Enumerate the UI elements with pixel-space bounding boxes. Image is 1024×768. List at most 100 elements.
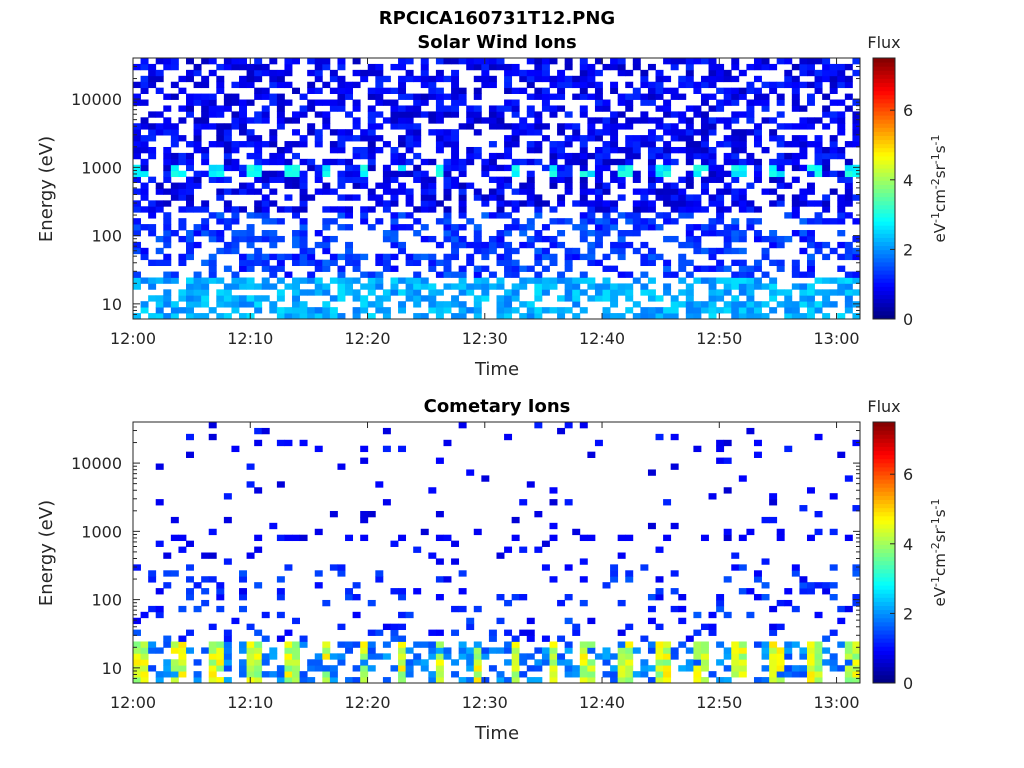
heatmap-cell [844,176,853,183]
heatmap-cell [526,265,535,272]
heatmap-cell [345,677,354,684]
heatmap-cell [398,677,407,684]
heatmap-cell [307,277,316,284]
heatmap-cell [473,653,482,660]
heatmap-cell [155,206,164,213]
heatmap-cell [398,123,407,130]
heatmap-cell [496,594,505,601]
heatmap-cell [534,111,543,118]
heatmap-cell [398,170,407,178]
heatmap-cell [473,271,482,278]
heatmap-cell [178,259,187,267]
heatmap-cell [428,647,437,654]
heatmap-cell [155,313,164,320]
heatmap-cell [557,599,566,607]
heatmap-cell [587,277,596,284]
heatmap-cell [663,659,672,666]
heatmap-cell [655,117,664,124]
heatmap-cell [299,230,308,237]
heatmap-cell [625,307,634,314]
heatmap-cell [640,313,649,320]
heatmap-cell [511,259,520,267]
heatmap-cell [564,164,573,172]
heatmap-cell [186,152,194,160]
heatmap-cell [443,235,452,243]
heatmap-cell [140,135,149,142]
colorbar-segment [873,217,895,222]
heatmap-cell [602,224,611,231]
heatmap-cell [307,87,316,94]
heatmap-cell [670,63,679,71]
heatmap-cell [844,283,853,290]
heatmap-cell [564,594,573,601]
heatmap-cell [769,87,778,94]
heatmap-cell [186,647,194,654]
heatmap-cell [564,617,573,625]
heatmap-cell [504,69,513,77]
heatmap-cell [496,301,505,308]
heatmap-cell [738,247,747,255]
heatmap-cell [640,188,649,195]
heatmap-cell [632,301,641,308]
heatmap-cell [738,87,747,94]
heatmap-cell [753,230,762,237]
heatmap-cell [223,93,232,100]
heatmap-cell [799,653,808,660]
heatmap-cell [170,307,179,314]
heatmap-cell [473,129,482,136]
heatmap-cell [163,152,172,160]
heatmap-cell [693,141,702,148]
heatmap-cell [610,135,619,142]
heatmap-cell [322,307,331,314]
heatmap-cell [799,576,808,583]
heatmap-cell [148,63,157,71]
heatmap-cell [769,671,778,678]
heatmap-cell [193,93,202,100]
heatmap-cell [488,665,497,672]
colorbar-segment [873,629,895,635]
heatmap-cell [261,295,270,302]
colorbar-tick-label: 4 [903,535,913,554]
heatmap-cell [776,141,785,148]
heatmap-cell [223,659,232,666]
heatmap-cell [148,206,157,213]
heatmap-cell [594,283,603,290]
heatmap-cell [647,117,656,124]
heatmap-cell [602,295,611,302]
heatmap-cell [738,671,747,678]
heatmap-cell [769,200,778,207]
heatmap-cell [670,301,679,308]
heatmap-cell [572,93,581,100]
heatmap-cell [572,224,581,231]
heatmap-cell [276,99,285,106]
heatmap-cell [579,271,588,278]
heatmap-cell [133,241,141,249]
x-tick-label: 12:50 [696,329,742,348]
heatmap-cell [700,647,709,654]
heatmap-cell [731,235,740,243]
heatmap-cell [685,659,694,666]
heatmap-cell [345,129,354,136]
heatmap-cell [670,647,679,654]
heatmap-cell [723,439,732,447]
heatmap-cell [806,582,815,589]
heatmap-cell [443,182,452,189]
heatmap-cell [458,123,467,130]
heatmap-cell [443,111,452,118]
heatmap-cell [413,111,422,118]
heatmap-cell [466,63,475,71]
heatmap-cell [178,224,187,231]
heatmap-cell [292,671,300,678]
heatmap-cell [458,194,467,201]
heatmap-cell [753,259,762,267]
heatmap-cell [716,605,725,613]
heatmap-cell [663,188,672,195]
heatmap-cell [564,289,573,296]
heatmap-cell [837,117,846,124]
heatmap-cell [541,105,550,112]
heatmap-cell [382,253,391,261]
heatmap-cell [655,253,664,261]
heatmap-cell [723,135,732,142]
heatmap-cell [829,301,838,308]
heatmap-cell [276,313,285,320]
